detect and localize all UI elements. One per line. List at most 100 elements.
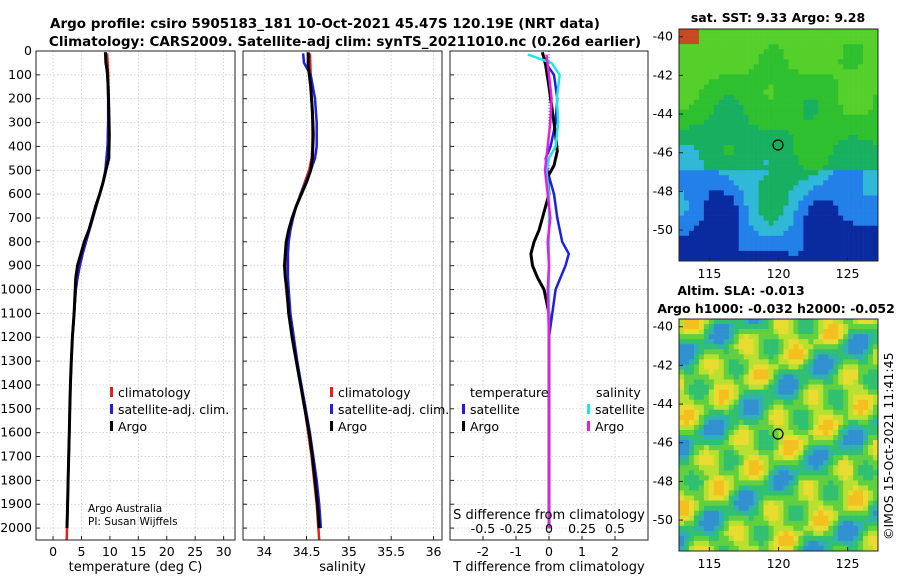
map-cell (738, 389, 744, 395)
map-cell (693, 109, 700, 116)
map-cell (703, 394, 710, 400)
map-cell (798, 165, 804, 171)
map-cell (818, 160, 824, 166)
map-cell (693, 319, 700, 325)
map-cell (783, 545, 789, 552)
map-cell (873, 230, 879, 237)
map-cell (738, 495, 744, 501)
map-cell (788, 414, 794, 421)
map-cell (698, 384, 705, 390)
map-cell (863, 369, 869, 375)
map-cell (679, 339, 685, 345)
map-cell (853, 515, 859, 522)
map-cell (738, 414, 744, 421)
map-cell (863, 359, 869, 365)
map-cell (823, 545, 829, 552)
map-cell (698, 440, 705, 446)
map-cell (813, 389, 819, 395)
map-cell (748, 240, 754, 247)
map-cell (733, 215, 739, 221)
map-cell (738, 530, 744, 537)
map-cell (828, 210, 834, 216)
map-cell (818, 220, 824, 226)
map-cell (838, 109, 844, 116)
map-cell (798, 495, 804, 501)
map-cell (679, 134, 685, 141)
map-cell (788, 404, 794, 411)
map-cell (693, 525, 700, 532)
map-cell (808, 245, 814, 252)
map-cell (823, 190, 829, 196)
map-cell (873, 29, 879, 35)
map-cell (728, 220, 735, 226)
map-cell (858, 250, 864, 257)
map-cell (808, 465, 814, 471)
map-cell (698, 129, 705, 136)
map-cell (763, 329, 769, 335)
map-cell (763, 190, 769, 196)
map-cell (763, 74, 769, 80)
map-cell (853, 429, 859, 436)
map-cell (703, 359, 710, 365)
map-cell (718, 404, 725, 411)
map-cell (808, 165, 814, 171)
map-cell (783, 359, 789, 365)
map-cell (803, 354, 809, 360)
map-cell (843, 319, 849, 325)
map-cell (798, 505, 804, 511)
map-cell (679, 69, 685, 75)
map-cell (728, 344, 735, 350)
map-cell (873, 54, 879, 60)
map-cell (828, 480, 834, 486)
map-cell (788, 34, 794, 40)
map-cell (773, 419, 779, 426)
map-cell (703, 545, 710, 552)
x-tick-label: 30 (216, 544, 232, 559)
map-cell (708, 99, 715, 105)
map-cell (783, 339, 789, 345)
map-cell (718, 429, 725, 436)
map-cell (858, 535, 864, 542)
map-cell (803, 200, 809, 206)
map-cell (823, 175, 829, 181)
map-cell (853, 240, 859, 247)
map-cell (808, 480, 814, 486)
map-cell (758, 374, 764, 380)
map-cell (768, 510, 774, 516)
map-cell (698, 245, 705, 252)
map-cell (679, 435, 685, 441)
map-cell (773, 39, 779, 45)
map-cell (803, 44, 809, 50)
map-cell (858, 319, 864, 325)
map-cell (843, 520, 849, 527)
map-cell (693, 399, 700, 406)
map-cell (683, 119, 690, 126)
map-cell (843, 124, 849, 131)
map-cell (853, 150, 859, 156)
map-cell (679, 160, 685, 166)
map-cell (748, 69, 754, 75)
map-cell (713, 175, 720, 181)
map-cell (758, 39, 764, 45)
map-cell (853, 414, 859, 421)
map-cell (823, 134, 829, 141)
map-cell (688, 79, 695, 85)
map-cell (763, 339, 769, 345)
map-cell (768, 424, 774, 431)
map-cell (848, 525, 854, 532)
map-cell (873, 235, 879, 242)
map-cell (753, 54, 759, 60)
map-cell (858, 190, 864, 196)
map-cell (858, 124, 864, 131)
map-cell (738, 134, 744, 141)
map-cell (723, 129, 730, 136)
map-cell (868, 329, 874, 335)
temperature-ticks: 0100200300400500600700800900100011001200… (0, 43, 231, 559)
map-cell (713, 150, 720, 156)
map-cell (713, 34, 720, 40)
map-cell (713, 515, 720, 522)
map-cell (843, 465, 849, 471)
map-cell (683, 374, 690, 380)
map-cell (808, 475, 814, 481)
map-cell (679, 545, 685, 552)
